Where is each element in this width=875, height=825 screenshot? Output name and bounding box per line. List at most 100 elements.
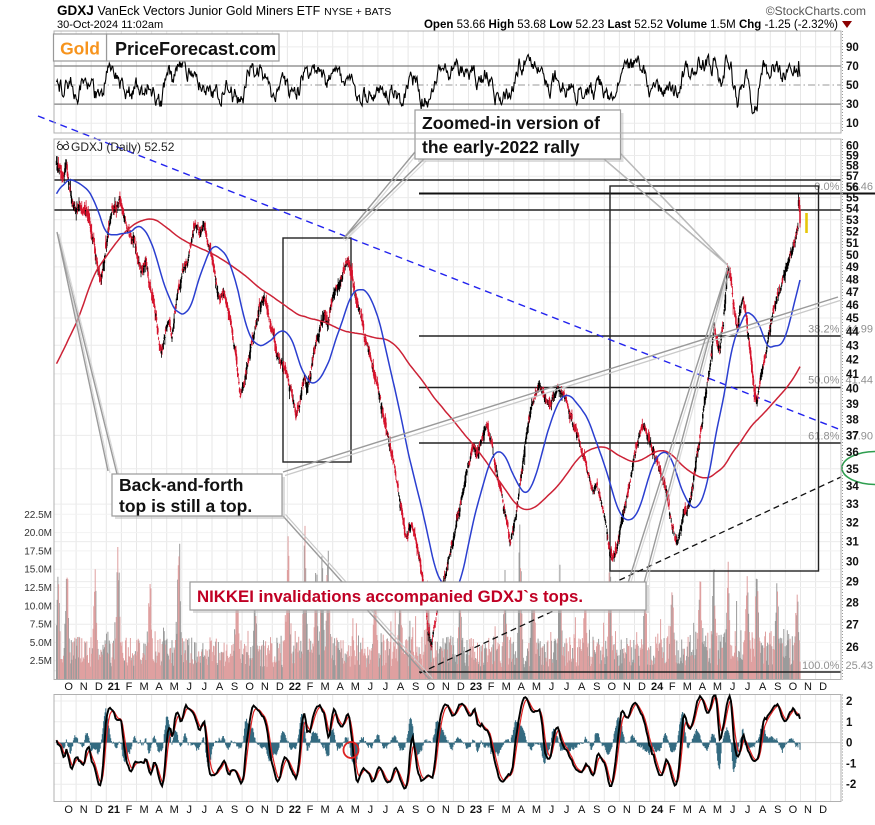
- svg-text:F: F: [669, 804, 676, 816]
- svg-text:top is still a top.: top is still a top.: [119, 496, 252, 516]
- svg-text:J: J: [730, 804, 736, 816]
- svg-text:N: N: [442, 804, 450, 816]
- svg-text:43: 43: [846, 340, 859, 352]
- svg-text:M: M: [170, 804, 179, 816]
- svg-text:A: A: [155, 681, 163, 693]
- svg-text:M: M: [351, 804, 360, 816]
- svg-text:2: 2: [846, 696, 852, 708]
- svg-text:J: J: [745, 681, 751, 693]
- svg-text:47: 47: [846, 287, 859, 299]
- svg-text:50: 50: [846, 80, 859, 92]
- svg-text:36: 36: [846, 447, 859, 459]
- svg-text:S: S: [412, 681, 419, 693]
- svg-text:A: A: [518, 804, 526, 816]
- svg-text:M: M: [170, 681, 179, 693]
- svg-text:A: A: [397, 681, 405, 693]
- svg-text:90: 90: [846, 42, 859, 54]
- svg-text:J: J: [383, 804, 389, 816]
- svg-text:M: M: [532, 804, 541, 816]
- svg-text:23: 23: [470, 681, 482, 693]
- svg-text:Open 53.66 High 53.68 Low 52.2: Open 53.66 High 53.68 Low 52.23 Last 52.…: [424, 19, 838, 31]
- svg-text:©StockCharts.com: ©StockCharts.com: [766, 4, 866, 18]
- svg-text:28: 28: [846, 598, 859, 610]
- svg-text:O: O: [608, 804, 617, 816]
- svg-text:-2: -2: [846, 779, 856, 791]
- svg-text:0.0%: 56.46: 0.0%: 56.46: [814, 181, 873, 193]
- svg-text:30: 30: [846, 99, 859, 111]
- svg-text:0: 0: [846, 738, 852, 750]
- svg-text:F: F: [488, 804, 495, 816]
- svg-text:S: S: [593, 804, 600, 816]
- svg-text:2.5M: 2.5M: [30, 656, 52, 667]
- svg-text:F: F: [126, 804, 133, 816]
- svg-text:57: 57: [846, 171, 859, 183]
- svg-text:48: 48: [846, 274, 859, 286]
- svg-text:NIKKEI invalidations accompani: NIKKEI invalidations accompanied GDXJ`s …: [197, 587, 583, 606]
- svg-text:M: M: [683, 804, 692, 816]
- svg-text:A: A: [699, 804, 707, 816]
- svg-text:30: 30: [846, 556, 859, 568]
- svg-text:S: S: [774, 681, 781, 693]
- svg-text:S: S: [231, 804, 238, 816]
- svg-text:F: F: [669, 681, 676, 693]
- svg-text:F: F: [488, 681, 495, 693]
- svg-text:N: N: [442, 681, 450, 693]
- svg-text:J: J: [187, 681, 193, 693]
- svg-text:D: D: [638, 681, 646, 693]
- svg-text:M: M: [321, 804, 330, 816]
- svg-text:O: O: [608, 681, 617, 693]
- svg-text:O: O: [64, 804, 73, 816]
- svg-text:A: A: [759, 804, 767, 816]
- svg-text:M: M: [532, 681, 541, 693]
- svg-text:M: M: [502, 681, 511, 693]
- svg-text:N: N: [261, 804, 269, 816]
- svg-text:J: J: [368, 804, 374, 816]
- svg-text:23: 23: [470, 804, 482, 816]
- svg-text:39: 39: [846, 399, 859, 411]
- svg-text:GDXJ VanEck Vectors Junior Gol: GDXJ VanEck Vectors Junior Gold Miners E…: [57, 3, 391, 18]
- svg-text:17.5M: 17.5M: [24, 546, 52, 557]
- svg-text:O: O: [245, 804, 254, 816]
- svg-text:55: 55: [846, 193, 859, 205]
- svg-text:S: S: [412, 804, 419, 816]
- svg-text:59: 59: [846, 151, 859, 163]
- svg-text:J: J: [202, 681, 208, 693]
- svg-text:29: 29: [846, 577, 859, 589]
- svg-text:21: 21: [108, 681, 120, 693]
- svg-text:J: J: [202, 804, 208, 816]
- svg-text:33: 33: [846, 499, 859, 511]
- svg-text:the early-2022 rally: the early-2022 rally: [422, 137, 580, 157]
- svg-text:24: 24: [651, 681, 664, 693]
- svg-text:38: 38: [846, 414, 859, 426]
- svg-text:1: 1: [846, 717, 853, 729]
- svg-text:20.0M: 20.0M: [24, 528, 52, 539]
- svg-text:O: O: [245, 681, 254, 693]
- svg-text:10: 10: [846, 118, 859, 130]
- svg-text:46: 46: [846, 300, 859, 312]
- svg-text:N: N: [80, 681, 88, 693]
- svg-text:N: N: [804, 681, 812, 693]
- svg-text:37: 37: [846, 430, 859, 442]
- svg-text:70: 70: [846, 61, 859, 73]
- svg-text:50: 50: [846, 250, 859, 262]
- svg-text:D: D: [95, 681, 103, 693]
- svg-text:S: S: [774, 804, 781, 816]
- svg-text:41: 41: [846, 369, 859, 381]
- svg-text:52: 52: [846, 226, 859, 238]
- svg-text:F: F: [307, 681, 314, 693]
- svg-text:53: 53: [846, 215, 859, 227]
- svg-text:M: M: [140, 804, 149, 816]
- svg-text:M: M: [713, 804, 722, 816]
- svg-text:A: A: [155, 804, 163, 816]
- svg-text:56: 56: [846, 182, 859, 194]
- svg-text:M: M: [713, 681, 722, 693]
- svg-text:31: 31: [846, 537, 859, 549]
- svg-text:D: D: [276, 804, 284, 816]
- svg-text:Zoomed-in version of: Zoomed-in version of: [422, 113, 600, 133]
- svg-text:J: J: [564, 804, 570, 816]
- svg-text:A: A: [337, 804, 345, 816]
- svg-text:J: J: [383, 681, 389, 693]
- svg-text:51: 51: [846, 238, 859, 250]
- svg-text:40: 40: [846, 384, 859, 396]
- svg-text:J: J: [745, 804, 751, 816]
